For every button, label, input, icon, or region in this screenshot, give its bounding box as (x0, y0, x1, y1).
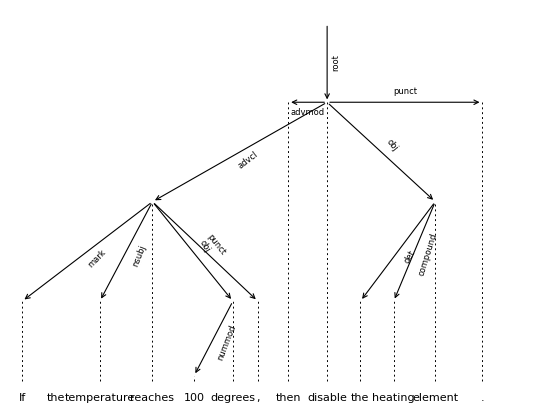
Text: det: det (403, 248, 417, 265)
Text: the: the (46, 393, 64, 403)
Text: compound: compound (417, 232, 438, 277)
Text: then: then (276, 393, 301, 403)
Text: obj: obj (197, 238, 212, 254)
Text: root: root (332, 55, 340, 71)
Text: advcl: advcl (236, 150, 260, 171)
Text: nummod: nummod (216, 323, 237, 361)
Text: mark: mark (86, 248, 108, 270)
Text: element: element (412, 393, 458, 403)
Text: punct: punct (393, 87, 417, 96)
Text: ,: , (256, 393, 260, 403)
Text: the: the (351, 393, 370, 403)
Text: temperature: temperature (65, 393, 135, 403)
Text: advmod: advmod (291, 108, 325, 117)
Text: heating: heating (372, 393, 415, 403)
Text: If: If (18, 393, 26, 403)
Text: 100: 100 (184, 393, 204, 403)
Text: degrees: degrees (211, 393, 255, 403)
Text: reaches: reaches (130, 393, 175, 403)
Text: nsubj: nsubj (130, 243, 147, 268)
Text: .: . (480, 393, 484, 403)
Text: disable: disable (307, 393, 347, 403)
Text: obj: obj (384, 138, 399, 153)
Text: punct: punct (205, 233, 227, 257)
